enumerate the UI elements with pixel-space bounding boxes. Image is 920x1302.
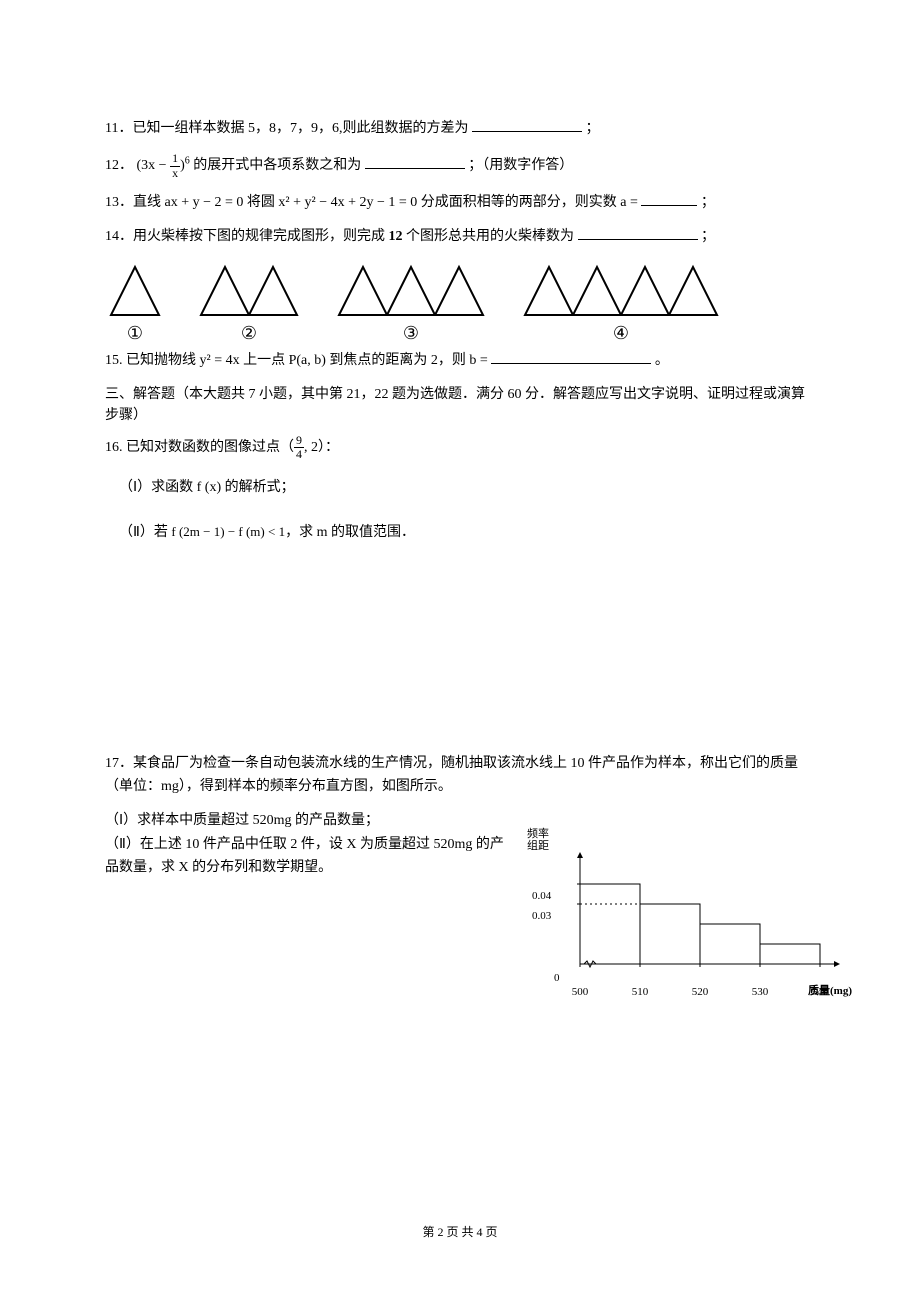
pattern-2: ② [195,261,303,344]
q12-text: 的展开式中各项系数之和为 [193,158,361,173]
q14-tail: ； [701,229,715,244]
blank-q15 [491,350,651,364]
q12-tail: ；（用数字作答） [468,158,573,173]
q12-pre: 12． [105,158,133,173]
q14-bold: 12 [389,229,403,244]
q11-tail: ； [585,121,599,136]
xtick-label: 530 [752,986,769,998]
triangle-3 [333,261,489,321]
pattern-figure: ① ② ③ ④ [105,261,815,344]
q16-2-pre: （Ⅱ）若 [119,525,171,540]
ytick-label: 0.03 [532,910,551,922]
q17-intro: 17．某食品厂为检查一条自动包装流水线的生产情况，随机抽取该流水线上 10 件产… [105,753,815,798]
xtick-label: 540 [812,986,829,998]
pattern-4: ④ [519,261,723,344]
q16-pre: 16. 已知对数函数的图像过点（ [105,440,294,455]
q13-pre: 13．直线 [105,195,165,210]
q13: 13．直线 ax + y − 2 = 0 将圆 x² + y² − 4x + 2… [105,192,815,214]
q12-base: (3x − [137,158,171,173]
q11: 11．已知一组样本数据 5，8，7，9，6,则此组数据的方差为 ； [105,118,815,140]
xtick-label: 500 [572,986,589,998]
q13-circle: x² + y² − 4x + 2y − 1 = 0 [278,195,417,210]
q13-mid: 将圆 [247,195,279,210]
q16-2-ineq: f (2m − 1) − f (m) < 1 [171,524,285,539]
xtick-label: 510 [632,986,649,998]
q12: 12． (3x − 1x)6 的展开式中各项系数之和为 ；（用数字作答） [105,152,815,179]
q14-text: 14．用火柴棒按下图的规律完成图形，则完成 [105,229,389,244]
triangle-1 [105,261,165,321]
q14-post: 个图形总共用的火柴棒数为 [403,229,575,244]
origin-label: 0 [554,972,560,984]
blank-q14 [578,226,698,240]
q15-mid: 上一点 P(a, b) 到焦点的距离为 2，则 b = [243,353,488,368]
q16-part2: （Ⅱ）若 f (2m − 1) − f (m) < 1，求 m 的取值范围． [105,522,815,543]
q16-post: , 2）： [304,440,339,455]
label-2: ② [241,323,257,344]
q15-eq: y² = 4x [200,353,240,368]
blank-q13 [641,192,697,206]
blank-q11 [472,118,582,132]
q15-pre: 15. 已知抛物线 [105,353,200,368]
pattern-3: ③ [333,261,489,344]
xtick-label: 520 [692,986,709,998]
q16-2-post: ，求 m 的取值范围． [285,525,415,540]
q17-part1: （Ⅰ）求样本中质量超过 520mg 的产品数量； [105,810,505,832]
q13-line: ax + y − 2 = 0 [165,195,244,210]
q12-exp: 6 [185,156,190,167]
ytick-label: 0.04 [532,890,551,902]
frac-9-over-4: 94 [294,434,304,461]
footer-mid: 页 共 4 页 [444,1225,498,1239]
q16-part1: （Ⅰ）求函数 f (x) 的解析式； [105,477,815,498]
section3-title: 三、解答题（本大题共 7 小题，其中第 21，22 题为选做题．满分 60 分．… [105,384,815,426]
histogram-svg [564,850,844,980]
q13-post: 分成面积相等的两部分，则实数 a = [421,195,638,210]
q15-tail: 。 [655,353,669,368]
frac-num: 1 [170,152,180,166]
triangle-4 [519,261,723,321]
plot-area: 0 质量(mg) 0.030.04500510520530540 [564,850,844,980]
page-footer: 第 2 页 共 4 页 [0,1223,920,1240]
q15: 15. 已知抛物线 y² = 4x 上一点 P(a, b) 到焦点的距离为 2，… [105,350,815,372]
frac-den: x [170,167,180,180]
label-4: ④ [613,323,629,344]
q16: 16. 已知对数函数的图像过点（94, 2）： [105,434,815,461]
triangle-2 [195,261,303,321]
histogram: 频率组距 0 质量(mg) 0.030.04500510520530540 [528,838,848,998]
label-1: ① [127,323,143,344]
blank-q12 [365,155,465,169]
frac-num-9: 9 [294,434,304,448]
label-3: ③ [403,323,419,344]
pattern-1: ① [105,261,165,344]
frac-1-over-x: 1x [170,152,180,179]
q11-text: 11．已知一组样本数据 5，8，7，9，6,则此组数据的方差为 [105,121,468,136]
frac-den-4: 4 [294,448,304,461]
q13-tail: ； [701,195,715,210]
q17-part2: （Ⅱ）在上述 10 件产品中任取 2 件，设 X 为质量超过 520mg 的产品… [105,834,505,879]
q14: 14．用火柴棒按下图的规律完成图形，则完成 12 个图形总共用的火柴棒数为 ； [105,226,815,248]
footer-pre: 第 [422,1225,437,1239]
y-axis-label: 频率组距 [527,828,549,852]
blank-space-16 [105,543,815,753]
